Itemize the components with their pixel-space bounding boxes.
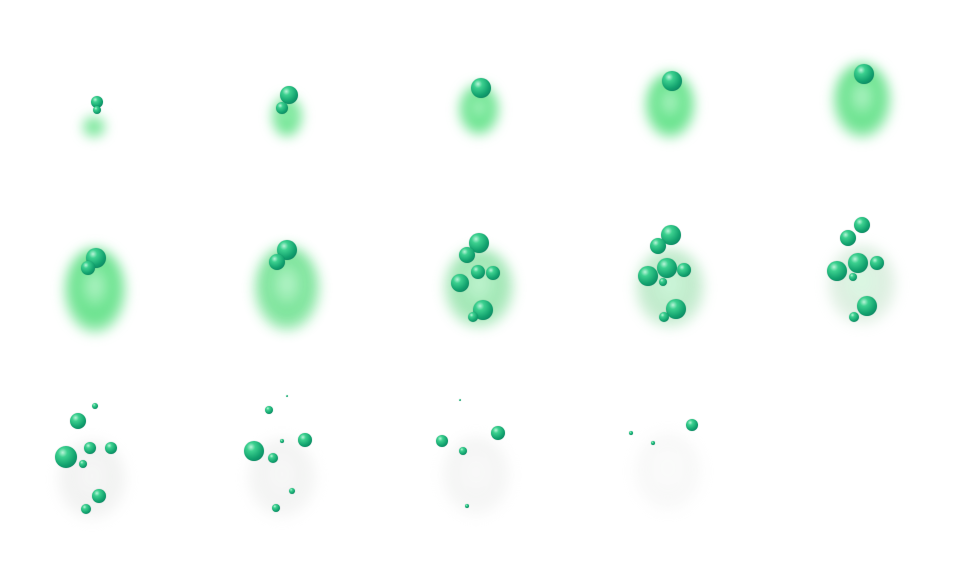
bubble-particle bbox=[459, 399, 461, 401]
bubble-particle bbox=[854, 217, 870, 233]
bubble-particle bbox=[286, 395, 288, 397]
bubble-particle bbox=[272, 504, 280, 512]
bubble-particle bbox=[840, 230, 856, 246]
bubble-particle bbox=[79, 460, 87, 468]
bubble-particle bbox=[662, 71, 682, 91]
bubble-particle bbox=[465, 504, 469, 508]
bubble-particle bbox=[486, 266, 500, 280]
bubble-particle bbox=[468, 312, 478, 322]
bubble-particle bbox=[105, 442, 117, 454]
bubble-particle bbox=[84, 442, 96, 454]
bubble-particle bbox=[269, 254, 285, 270]
bubble-particle bbox=[298, 433, 312, 447]
bubble-particle bbox=[661, 225, 681, 245]
bubble-particle bbox=[81, 261, 95, 275]
bubble-particle bbox=[491, 426, 505, 440]
bubble-particle bbox=[289, 488, 295, 494]
bubble-particle bbox=[473, 300, 493, 320]
bubble-particle bbox=[657, 258, 677, 278]
bubble-particle bbox=[451, 274, 469, 292]
bubble-particle bbox=[686, 419, 698, 431]
bubble-particle bbox=[70, 413, 86, 429]
smoke-cloud bbox=[633, 432, 703, 512]
bubble-particle bbox=[55, 446, 77, 468]
bubble-particle bbox=[244, 441, 264, 461]
bubble-particle bbox=[827, 261, 847, 281]
bubble-particle bbox=[265, 406, 273, 414]
bubble-particle bbox=[638, 266, 658, 286]
bubble-particle bbox=[276, 102, 288, 114]
bubble-particle bbox=[91, 96, 103, 108]
bubble-particle bbox=[857, 296, 877, 316]
bubble-particle bbox=[93, 106, 101, 114]
bubble-particle bbox=[81, 504, 91, 514]
bubble-particle bbox=[629, 431, 633, 435]
bubble-particle bbox=[659, 278, 667, 286]
smoke-cloud bbox=[83, 117, 105, 137]
bubble-particle bbox=[436, 435, 448, 447]
bubble-particle bbox=[659, 312, 669, 322]
bubble-particle bbox=[870, 256, 884, 270]
bubble-particle bbox=[92, 403, 98, 409]
bubble-particle bbox=[666, 299, 686, 319]
bubble-particle bbox=[849, 273, 857, 281]
bubble-particle bbox=[459, 447, 467, 455]
bubble-particle bbox=[650, 238, 666, 254]
bubble-particle bbox=[459, 247, 475, 263]
bubble-particle bbox=[849, 312, 859, 322]
bubble-particle bbox=[651, 441, 655, 445]
bubble-particle bbox=[471, 78, 491, 98]
bubble-particle bbox=[848, 253, 868, 273]
bubble-particle bbox=[92, 489, 106, 503]
smoke-cloud bbox=[441, 436, 511, 516]
bubble-particle bbox=[280, 86, 298, 104]
bubble-particle bbox=[268, 453, 278, 463]
bubble-particle bbox=[469, 233, 489, 253]
bubble-particle bbox=[471, 265, 485, 279]
bubble-particle bbox=[280, 439, 284, 443]
bubble-particle bbox=[854, 64, 874, 84]
bubble-particle bbox=[677, 263, 691, 277]
